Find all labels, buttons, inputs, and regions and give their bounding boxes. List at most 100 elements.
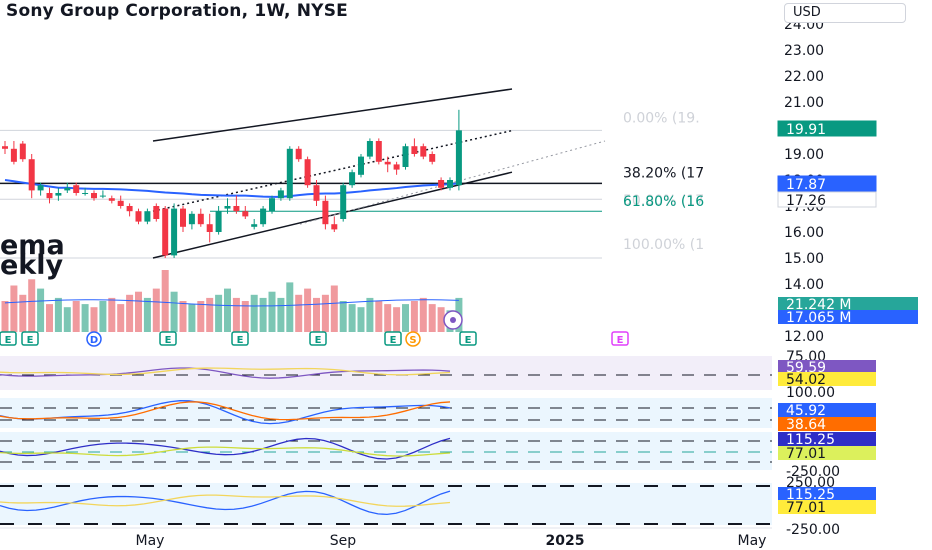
volume-bar [402, 304, 409, 332]
overlay-text-line2: ekly [0, 250, 64, 281]
volume-bar [286, 282, 294, 332]
candle-body [393, 164, 400, 170]
indicator-value-box [778, 446, 876, 460]
price-label-text: 17.26 [786, 193, 826, 209]
event-marker [21, 331, 39, 346]
candle-body [10, 148, 17, 162]
volume-bar [1, 301, 9, 332]
fib-level-label: 50.00% (17 [623, 193, 704, 209]
event-marker-label: E [390, 335, 397, 346]
indicator-value-text: 38.64 [786, 417, 826, 433]
volume-bar [330, 285, 338, 332]
volume-bar [28, 279, 36, 332]
cci-line [0, 437, 451, 460]
candle-body [277, 190, 284, 199]
volume-bar [46, 304, 53, 332]
volume-bar [135, 291, 142, 332]
indicator-value-box [778, 360, 876, 374]
candle-body [135, 211, 142, 222]
event-marker-label: E [5, 335, 12, 346]
currency-selector[interactable]: USD [784, 3, 906, 23]
candle-body [269, 198, 275, 212]
event-marker-label: E [315, 335, 322, 346]
indicator-axis-label: 100.00 [786, 385, 835, 401]
candle-body [375, 141, 382, 162]
candle-body [260, 208, 267, 225]
candle-body [28, 159, 35, 191]
candle-body [171, 208, 178, 256]
volume-bar [81, 304, 89, 332]
candle-body [206, 224, 213, 232]
volume-bar [224, 288, 231, 332]
event-marker-label: E [237, 335, 244, 346]
candle-body [304, 159, 311, 186]
volume-bar [268, 291, 276, 332]
candle-body [420, 146, 427, 157]
candle-body [19, 143, 26, 160]
price-label-box [777, 191, 877, 208]
event-marker [0, 331, 17, 346]
event-marker [309, 331, 327, 346]
candle-body [37, 185, 44, 191]
indicator-pane-background [0, 483, 772, 525]
candle-body [358, 156, 364, 175]
price-tick-label: 21.00 [784, 95, 824, 111]
volume-bar [232, 297, 240, 332]
event-marker [159, 331, 177, 346]
volume-bar [126, 294, 134, 332]
volume-bar [188, 304, 196, 332]
candle-body [331, 224, 338, 230]
fib-level-label: 61.80% (16 [623, 194, 704, 210]
volume-bar [277, 297, 285, 332]
volume-bar [339, 301, 347, 332]
volume-bar [63, 307, 71, 332]
stoch-k-line [0, 400, 451, 425]
new-event-icon-dot [450, 317, 456, 323]
price-tick-label: 19.00 [784, 147, 824, 163]
volume-bar [250, 294, 258, 332]
price-tick-label: 22.00 [784, 69, 824, 85]
candle-body [447, 180, 453, 188]
rsi-line [0, 367, 451, 379]
chart-title: Sony Group Corporation, 1W, NYSE [6, 1, 348, 21]
indicator-value-box [778, 417, 876, 431]
candle-body [340, 185, 347, 219]
price-label-box [777, 175, 877, 192]
event-marker-label: D [90, 335, 98, 346]
volume-bar [215, 294, 223, 332]
indicator-value-text: 115.25 [786, 487, 835, 503]
candle-body [153, 206, 160, 219]
candle-body [108, 198, 115, 201]
candle-body [91, 193, 97, 199]
volume-label-box [778, 297, 918, 311]
indicator-value-text: 45.92 [786, 403, 826, 419]
indicator-value-text: 77.01 [786, 500, 826, 516]
volume-bar [10, 285, 18, 332]
rsi-ma-line [0, 367, 451, 376]
event-marker [405, 331, 421, 347]
stoch-d-line [0, 401, 451, 421]
volume-bar [259, 297, 267, 332]
indicator-value-box [778, 487, 876, 501]
volume-bar [54, 297, 62, 332]
cci-ma-line [0, 446, 451, 457]
fib-level-label: 0.00% (19. [623, 110, 700, 126]
price-tick-label: 15.00 [784, 251, 824, 267]
price-label-text: 19.91 [786, 122, 826, 138]
indicator-pane-background [0, 398, 772, 428]
time-axis-label: May [136, 533, 165, 549]
candle-body [73, 185, 80, 193]
volume-bar [161, 270, 169, 332]
overlay-text-line1: ema [0, 230, 65, 261]
candle-body [313, 185, 320, 201]
event-marker [611, 331, 629, 346]
volume-bar [348, 304, 356, 332]
indicator-pane-background [0, 356, 772, 390]
indicator-value-box [778, 432, 876, 446]
time-axis-label: 2025 [546, 533, 585, 549]
event-marker [384, 331, 402, 346]
candle-body [99, 195, 106, 197]
candle-body [55, 193, 62, 196]
